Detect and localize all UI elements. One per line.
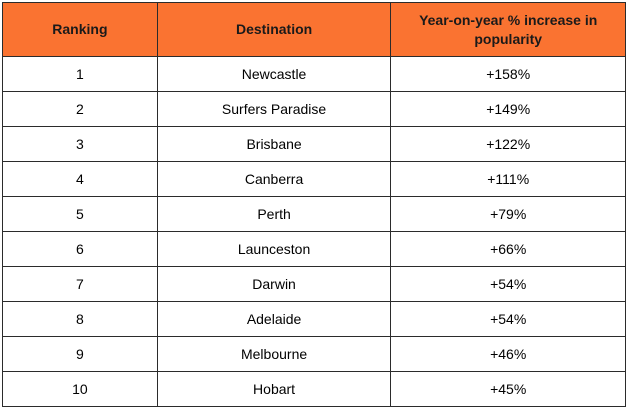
cell-destination: Adelaide <box>156 301 392 337</box>
table-row: 10 Hobart +45% <box>2 371 626 407</box>
cell-destination: Melbourne <box>156 336 392 372</box>
cell-ranking: 4 <box>2 161 158 197</box>
table-row: 2 Surfers Paradise +149% <box>2 91 626 127</box>
cell-destination: Canberra <box>156 161 392 197</box>
cell-destination: Surfers Paradise <box>156 91 392 127</box>
table-row: 8 Adelaide +54% <box>2 301 626 337</box>
cell-ranking: 2 <box>2 91 158 127</box>
cell-destination: Hobart <box>156 371 392 407</box>
table-row: 3 Brisbane +122% <box>2 126 626 162</box>
table-row: 7 Darwin +54% <box>2 266 626 302</box>
header-destination: Destination <box>156 2 392 57</box>
cell-increase: +54% <box>390 301 626 337</box>
table-header-row: Ranking Destination Year-on-year % incre… <box>2 2 626 57</box>
cell-ranking: 10 <box>2 371 158 407</box>
cell-increase: +46% <box>390 336 626 372</box>
cell-ranking: 5 <box>2 196 158 232</box>
cell-increase: +54% <box>390 266 626 302</box>
cell-destination: Launceston <box>156 231 392 267</box>
header-ranking: Ranking <box>2 2 158 57</box>
cell-increase: +158% <box>390 56 626 92</box>
header-increase: Year-on-year % increase in popularity <box>390 2 626 57</box>
table-row: 1 Newcastle +158% <box>2 56 626 92</box>
destination-ranking-table: Ranking Destination Year-on-year % incre… <box>2 2 626 407</box>
cell-destination: Brisbane <box>156 126 392 162</box>
cell-ranking: 3 <box>2 126 158 162</box>
table-row: 9 Melbourne +46% <box>2 336 626 372</box>
cell-destination: Newcastle <box>156 56 392 92</box>
cell-ranking: 9 <box>2 336 158 372</box>
cell-destination: Perth <box>156 196 392 232</box>
cell-increase: +79% <box>390 196 626 232</box>
cell-increase: +122% <box>390 126 626 162</box>
cell-ranking: 8 <box>2 301 158 337</box>
cell-increase: +111% <box>390 161 626 197</box>
table-row: 6 Launceston +66% <box>2 231 626 267</box>
cell-ranking: 6 <box>2 231 158 267</box>
table-row: 4 Canberra +111% <box>2 161 626 197</box>
cell-increase: +149% <box>390 91 626 127</box>
cell-ranking: 1 <box>2 56 158 92</box>
cell-increase: +66% <box>390 231 626 267</box>
cell-increase: +45% <box>390 371 626 407</box>
cell-destination: Darwin <box>156 266 392 302</box>
table-row: 5 Perth +79% <box>2 196 626 232</box>
cell-ranking: 7 <box>2 266 158 302</box>
